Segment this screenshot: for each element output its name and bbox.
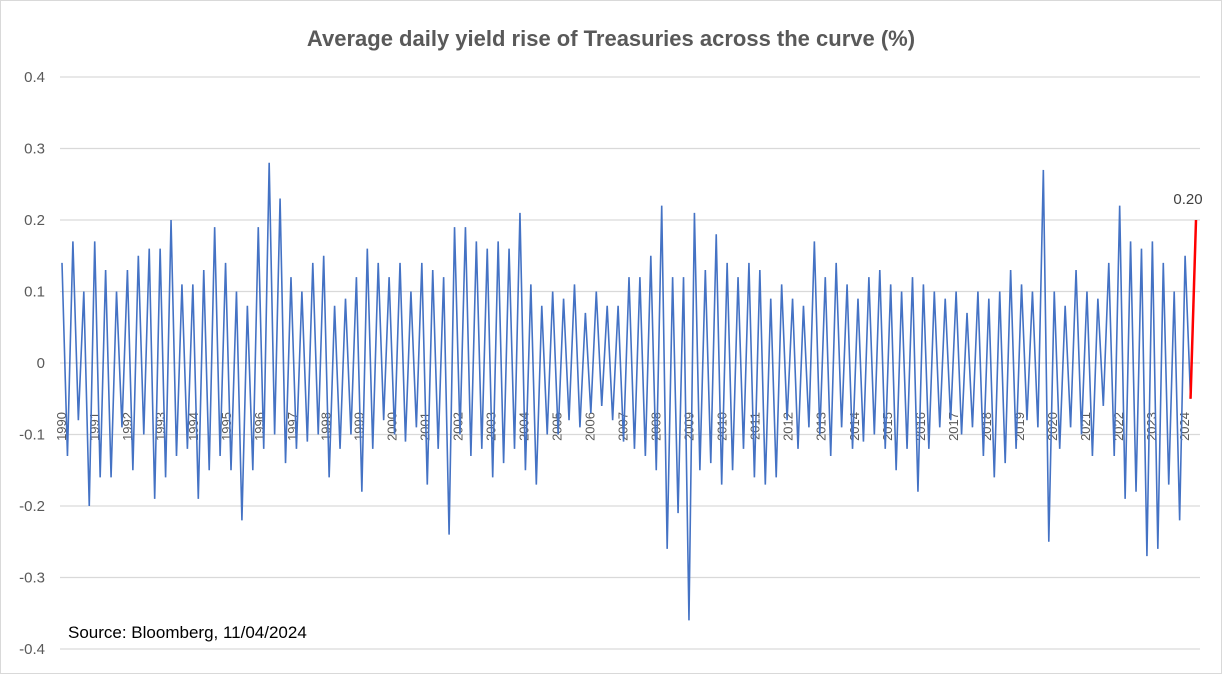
- x-tick-label: 2005: [549, 412, 564, 441]
- x-tick-label: 2014: [847, 412, 862, 441]
- x-tick-label: 1990: [54, 412, 69, 441]
- x-tick-label: 1998: [318, 412, 333, 441]
- highlight-segment: [1189, 219, 1198, 399]
- x-tick-label: 2002: [450, 412, 465, 441]
- series-line: [61, 162, 1192, 621]
- y-tick-label: 0: [37, 355, 45, 372]
- x-tick-label: 2012: [781, 412, 796, 441]
- x-tick-label: 2010: [715, 412, 730, 441]
- x-tick-label: 2006: [583, 412, 598, 441]
- y-tick-label: 0.3: [24, 141, 45, 158]
- y-tick-label: 0.2: [24, 212, 45, 229]
- x-tick-label: 2019: [1012, 412, 1027, 441]
- x-tick-label: 2015: [880, 412, 895, 441]
- x-tick-label: 2000: [384, 412, 399, 441]
- y-tick-label: -0.2: [19, 498, 45, 515]
- y-tick-label: -0.3: [19, 570, 45, 587]
- y-tick-label: 0.1: [24, 284, 45, 301]
- y-tick-label: -0.4: [19, 641, 45, 658]
- x-tick-label: 2017: [946, 412, 961, 441]
- x-tick-label: 2013: [814, 412, 829, 441]
- highlight-label: 0.20: [1173, 191, 1202, 208]
- x-tick-label: 2020: [1045, 412, 1060, 441]
- x-tick-label: 2008: [649, 412, 664, 441]
- y-tick-label: -0.1: [19, 427, 45, 444]
- x-tick-label: 2023: [1144, 412, 1159, 441]
- x-tick-label: 2009: [682, 412, 697, 441]
- y-tick-label: 0.4: [24, 69, 45, 86]
- x-tick-label: 2024: [1177, 412, 1192, 441]
- source-annotation: Source: Bloomberg, 11/04/2024: [68, 623, 307, 642]
- chart-title: Average daily yield rise of Treasuries a…: [307, 26, 915, 51]
